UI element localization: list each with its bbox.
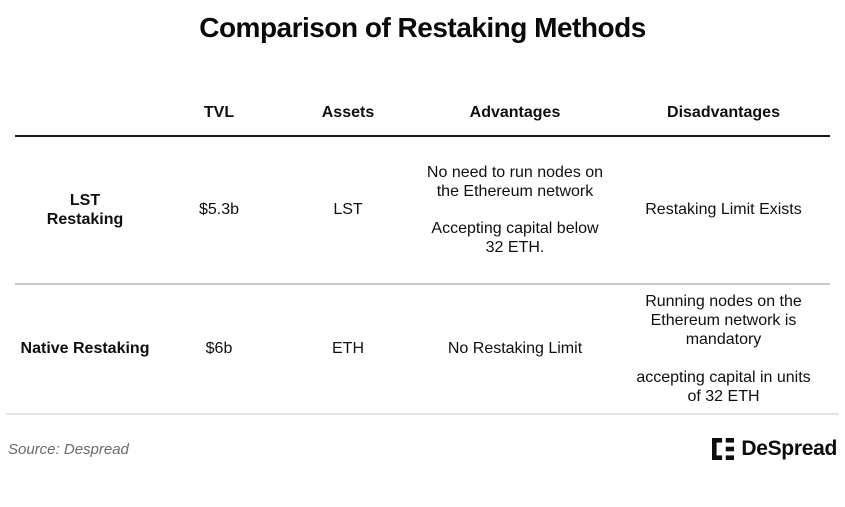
column-header-advantages: Advantages bbox=[469, 103, 561, 121]
column-header-tvl: TVL bbox=[203, 103, 235, 121]
despread-logo-icon bbox=[712, 438, 735, 460]
source-caption: Source: Despread bbox=[8, 440, 129, 458]
row-label-line: Restaking bbox=[46, 211, 124, 228]
row-label-line: LST bbox=[69, 191, 101, 209]
footer: Source: Despread DeSpread bbox=[0, 415, 845, 461]
row-label-line: Native Restaking bbox=[20, 340, 150, 358]
brand-name: DeSpread bbox=[741, 437, 837, 460]
advantage-item: No need to run nodes on the Ethereum net… bbox=[426, 163, 604, 200]
advantage-item: Accepting capital below 32 ETH. bbox=[431, 220, 599, 257]
cell-lst-advantages: No need to run nodes on the Ethereum net… bbox=[413, 163, 617, 258]
cell-lst-assets: LST bbox=[333, 201, 363, 219]
disadvantage-item: accepting capital in units of 32 ETH bbox=[636, 368, 811, 405]
row-label-native-restaking: Native Restaking bbox=[15, 339, 155, 358]
cell-lst-disadvantages: Restaking Limit Exists bbox=[617, 200, 830, 219]
disadvantage-item: Restaking Limit Exists bbox=[645, 201, 802, 219]
footer-divider bbox=[6, 413, 839, 415]
disadvantage-item: Running nodes on the Ethereum network is… bbox=[645, 293, 802, 349]
cell-native-advantages: No Restaking Limit bbox=[413, 339, 617, 358]
despread-brand: DeSpread bbox=[712, 437, 837, 461]
row-label-lst-restaking: LST Restaking bbox=[15, 191, 155, 229]
comparison-table: TVL Assets Advantages Disadvantages LST … bbox=[15, 90, 830, 413]
column-header-disadvantages: Disadvantages bbox=[667, 103, 780, 121]
page-title: Comparison of Restaking Methods bbox=[199, 12, 646, 43]
cell-native-disadvantages: Running nodes on the Ethereum network is… bbox=[617, 292, 830, 406]
table-row-native-restaking: Native Restaking $6b ETH No Restaking Li… bbox=[15, 285, 830, 413]
cell-native-assets: ETH bbox=[332, 340, 364, 358]
table-row-lst-restaking: LST Restaking $5.3b LST No need to run n… bbox=[15, 137, 830, 285]
cell-native-tvl: $6b bbox=[205, 340, 233, 358]
cell-lst-tvl: $5.3b bbox=[198, 201, 240, 219]
column-header-assets: Assets bbox=[321, 103, 375, 121]
table-header-row: TVL Assets Advantages Disadvantages bbox=[15, 90, 830, 137]
advantage-item: No Restaking Limit bbox=[447, 340, 583, 358]
